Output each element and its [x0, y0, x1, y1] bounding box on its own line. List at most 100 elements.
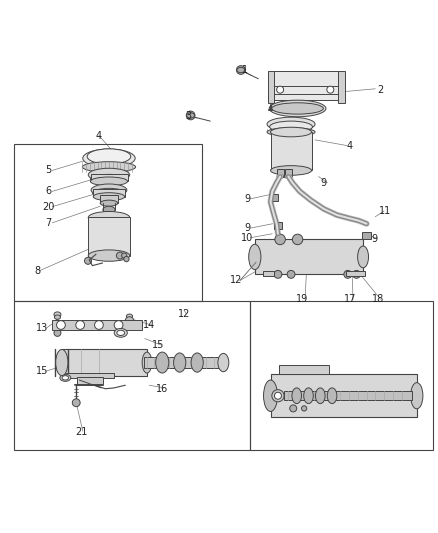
Ellipse shape [124, 256, 129, 262]
Ellipse shape [267, 128, 315, 136]
Bar [52, 320, 142, 330]
Bar [271, 374, 417, 417]
Ellipse shape [301, 406, 307, 411]
Ellipse shape [277, 86, 284, 93]
Bar [14, 302, 250, 450]
Ellipse shape [277, 174, 283, 179]
Ellipse shape [218, 353, 229, 372]
Ellipse shape [269, 100, 326, 117]
Text: 3: 3 [185, 111, 191, 121]
Bar [263, 271, 274, 276]
Ellipse shape [76, 321, 85, 329]
Ellipse shape [88, 212, 130, 224]
Bar [93, 189, 125, 197]
Bar [279, 365, 329, 374]
Text: 4: 4 [96, 131, 102, 141]
Ellipse shape [271, 166, 311, 175]
Text: 9: 9 [244, 223, 251, 233]
Bar [14, 144, 201, 302]
Ellipse shape [290, 405, 297, 412]
Text: 15: 15 [36, 366, 48, 376]
Ellipse shape [237, 66, 245, 75]
Ellipse shape [92, 188, 125, 198]
Ellipse shape [274, 270, 282, 278]
Bar [144, 357, 225, 368]
Text: 2: 2 [378, 85, 384, 95]
Text: 21: 21 [75, 427, 88, 438]
Text: 9: 9 [244, 194, 251, 204]
Text: 18: 18 [372, 294, 385, 304]
Text: 9: 9 [321, 177, 327, 188]
Bar [88, 217, 130, 256]
Bar [274, 222, 283, 229]
Text: 17: 17 [344, 294, 356, 304]
Bar [100, 195, 118, 203]
Bar [255, 239, 363, 274]
Ellipse shape [88, 250, 130, 261]
Ellipse shape [411, 383, 423, 409]
Ellipse shape [117, 252, 124, 259]
Ellipse shape [186, 111, 195, 120]
Ellipse shape [155, 352, 169, 373]
Bar [268, 71, 275, 103]
Ellipse shape [95, 321, 103, 329]
Ellipse shape [267, 117, 315, 131]
Ellipse shape [327, 388, 337, 403]
Ellipse shape [54, 329, 61, 336]
Text: 9: 9 [371, 233, 377, 244]
Ellipse shape [272, 390, 284, 402]
Ellipse shape [275, 234, 286, 245]
Ellipse shape [93, 193, 125, 200]
Ellipse shape [87, 149, 131, 164]
Text: 11: 11 [379, 206, 391, 216]
Ellipse shape [292, 234, 303, 245]
Ellipse shape [287, 270, 295, 278]
Ellipse shape [56, 350, 68, 376]
Ellipse shape [344, 270, 352, 278]
Ellipse shape [127, 314, 133, 318]
Bar [346, 271, 365, 276]
Ellipse shape [82, 161, 136, 172]
Ellipse shape [54, 315, 60, 319]
Ellipse shape [249, 244, 261, 270]
Ellipse shape [285, 174, 292, 179]
Ellipse shape [275, 392, 282, 399]
Bar [269, 194, 278, 201]
Bar [91, 174, 128, 181]
Text: 6: 6 [46, 187, 52, 196]
Ellipse shape [187, 113, 194, 118]
Text: 8: 8 [35, 266, 41, 276]
Ellipse shape [114, 321, 123, 329]
Ellipse shape [315, 388, 325, 403]
Ellipse shape [304, 388, 313, 403]
Ellipse shape [237, 67, 245, 72]
Ellipse shape [90, 174, 127, 184]
Ellipse shape [117, 330, 125, 335]
Text: 7: 7 [46, 218, 52, 228]
Ellipse shape [103, 206, 115, 213]
Bar [62, 350, 147, 376]
Text: 15: 15 [152, 340, 164, 350]
Text: 1: 1 [242, 65, 248, 75]
Bar [338, 71, 345, 103]
Ellipse shape [122, 253, 127, 258]
Text: 12: 12 [178, 309, 190, 319]
Ellipse shape [57, 321, 65, 329]
Ellipse shape [83, 149, 135, 167]
Ellipse shape [191, 353, 203, 372]
Bar [271, 132, 311, 171]
Bar [284, 391, 413, 400]
Text: 14: 14 [143, 320, 155, 330]
Ellipse shape [173, 353, 186, 372]
Text: 4: 4 [347, 141, 353, 151]
Text: 16: 16 [156, 384, 168, 394]
Ellipse shape [272, 103, 323, 114]
Ellipse shape [353, 270, 360, 278]
Bar [272, 71, 339, 100]
Ellipse shape [327, 86, 334, 93]
Bar [286, 169, 292, 176]
Bar [77, 376, 103, 384]
Ellipse shape [85, 257, 92, 264]
Ellipse shape [54, 312, 61, 317]
Ellipse shape [114, 328, 127, 337]
